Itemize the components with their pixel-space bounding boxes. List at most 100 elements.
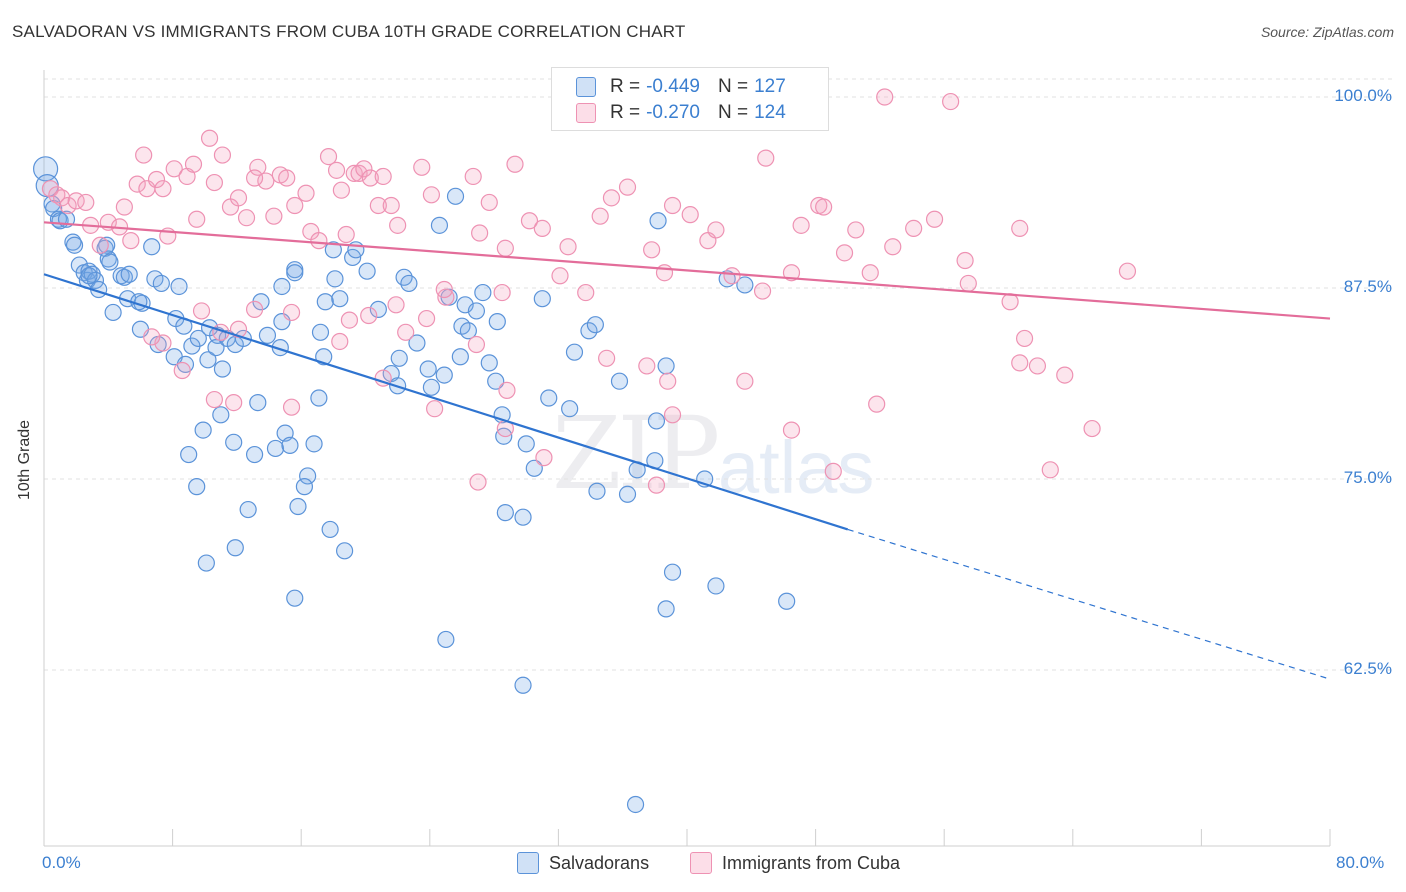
data-point	[397, 323, 415, 341]
data-point	[598, 349, 616, 367]
series-legend: Salvadorans Immigrants from Cuba	[0, 852, 1406, 878]
y-tick-label: 100.0%	[1334, 86, 1392, 105]
data-point	[723, 267, 741, 285]
y-tick-label: 87.5%	[1343, 277, 1392, 296]
data-point	[257, 172, 275, 190]
data-point	[469, 473, 487, 491]
data-point	[165, 160, 183, 178]
data-point	[282, 303, 301, 322]
data-point	[239, 500, 257, 519]
data-point	[194, 421, 212, 439]
data-point	[533, 219, 551, 238]
data-point	[212, 406, 230, 424]
n-label: N =	[717, 76, 749, 97]
legend-row-salvadorans: R = -0.449 N = 127	[576, 75, 786, 99]
legend-item-cuba[interactable]: Immigrants from Cuba	[690, 852, 900, 874]
y-tick-label: 75.0%	[1343, 468, 1392, 487]
data-point	[956, 251, 974, 270]
data-point	[517, 435, 535, 453]
data-point	[245, 445, 264, 464]
data-point	[419, 360, 437, 378]
data-point	[446, 187, 465, 205]
data-point	[382, 196, 400, 215]
data-point	[120, 265, 138, 283]
data-point	[876, 88, 894, 106]
data-point	[281, 436, 299, 454]
data-point	[310, 232, 328, 250]
data-point	[778, 592, 796, 610]
data-point	[390, 349, 408, 367]
legend-label-cuba: Immigrants from Cuba	[722, 852, 901, 873]
data-point	[321, 520, 339, 539]
data-point	[143, 328, 161, 346]
data-point	[299, 467, 317, 485]
data-point	[192, 302, 211, 320]
data-point	[577, 283, 595, 302]
data-point	[663, 406, 682, 424]
data-point	[417, 309, 436, 328]
data-point	[33, 156, 59, 182]
data-point	[305, 435, 323, 453]
data-point	[540, 389, 558, 407]
data-point	[736, 372, 754, 390]
data-point	[180, 445, 198, 464]
data-point	[184, 155, 203, 173]
data-point	[229, 189, 248, 207]
data-point	[488, 313, 506, 331]
data-point	[430, 216, 449, 234]
data-point	[824, 462, 842, 480]
data-point	[249, 394, 267, 412]
data-point	[266, 439, 285, 458]
data-point	[757, 149, 775, 167]
data-point	[580, 322, 598, 340]
data-point	[207, 338, 225, 357]
data-point	[1011, 354, 1029, 372]
data-point	[408, 334, 426, 352]
data-point	[474, 283, 492, 302]
data-point	[647, 412, 666, 430]
watermark-atlas: atlas	[718, 426, 875, 509]
x-tick-max: 80.0%	[1336, 853, 1385, 872]
data-point	[115, 198, 133, 216]
data-point	[506, 155, 524, 173]
data-point	[618, 485, 637, 503]
data-point	[143, 238, 161, 256]
data-point	[295, 478, 314, 496]
data-point	[480, 193, 498, 212]
data-point	[525, 459, 543, 477]
data-point	[422, 378, 441, 396]
data-point	[213, 146, 232, 164]
data-point	[618, 178, 637, 196]
axes	[43, 70, 1331, 847]
data-point	[884, 238, 902, 256]
data-point	[487, 372, 505, 390]
data-point	[225, 433, 243, 451]
data-point	[48, 186, 66, 204]
data-point	[655, 264, 674, 282]
data-point	[1083, 419, 1101, 438]
chart-title: SALVADORAN VS IMMIGRANTS FROM CUBA 10TH …	[12, 22, 686, 41]
data-point	[282, 398, 301, 416]
data-point	[1028, 357, 1047, 375]
data-point	[663, 563, 682, 581]
data-point	[369, 300, 387, 318]
data-point	[226, 539, 244, 557]
r-label: R =	[610, 102, 641, 123]
data-point	[435, 366, 453, 384]
data-point	[319, 147, 338, 166]
data-point	[80, 267, 98, 285]
data-point	[496, 504, 514, 522]
data-point	[358, 262, 376, 280]
data-point	[643, 241, 661, 259]
data-point	[98, 236, 116, 254]
x-tick-min: 0.0%	[42, 853, 81, 872]
trend-lines	[43, 221, 1331, 680]
data-point	[80, 262, 98, 280]
legend-item-salvadorans[interactable]: Salvadorans	[517, 852, 649, 874]
data-point	[649, 212, 667, 230]
data-point	[602, 189, 621, 207]
data-point	[188, 478, 206, 496]
data-point	[1011, 219, 1029, 238]
data-point	[65, 236, 84, 254]
data-point	[355, 160, 373, 178]
